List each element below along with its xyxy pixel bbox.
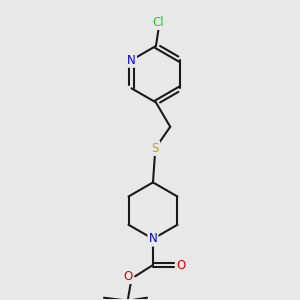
- Text: S: S: [152, 142, 159, 155]
- Text: Cl: Cl: [153, 16, 164, 29]
- Text: N: N: [127, 54, 136, 67]
- Text: N: N: [148, 232, 157, 245]
- Text: O: O: [176, 259, 185, 272]
- Text: O: O: [123, 270, 133, 283]
